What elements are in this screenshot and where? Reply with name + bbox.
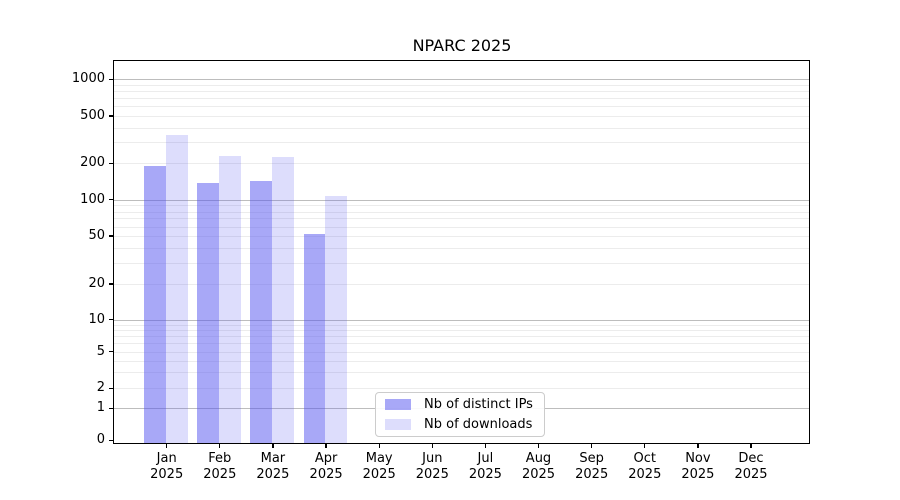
legend-item-distinct-ips: Nb of distinct IPs: [385, 396, 544, 413]
legend-label-distinct-ips: Nb of distinct IPs: [424, 397, 533, 412]
gridline-300: [114, 142, 810, 144]
y-tick-label-20: 20: [88, 276, 105, 291]
gridline-20: [114, 284, 810, 285]
legend-label-downloads: Nb of downloads: [424, 417, 533, 432]
gridline-200: [114, 163, 810, 165]
x-tick-mark-jan: [166, 444, 168, 448]
gridline-6: [114, 343, 810, 345]
bar-distinct-ips-feb: [197, 182, 220, 444]
y-tick-mark-200: [109, 162, 113, 165]
x-tick-label-sep: Sep 2025: [575, 451, 609, 482]
y-tick-mark-50: [109, 235, 113, 237]
legend-swatch-downloads: [385, 419, 411, 430]
y-tick-label-10: 10: [88, 311, 105, 327]
x-tick-label-dec: Dec 2025: [734, 451, 768, 482]
y-tick-mark-100: [109, 199, 113, 201]
x-tick-mark-mar: [272, 444, 274, 448]
y-tick-label-500: 500: [80, 108, 105, 123]
x-tick-label-may: May 2025: [362, 451, 396, 482]
y-tick-mark-10: [109, 319, 113, 321]
bar-downloads-jan: [166, 134, 188, 444]
x-tick-label-jun: Jun 2025: [415, 451, 449, 482]
x-tick-mark-oct: [644, 444, 646, 448]
x-tick-label-oct: Oct 2025: [628, 451, 662, 482]
x-tick-mark-aug: [537, 444, 540, 448]
x-tick-mark-jun: [431, 444, 433, 448]
y-tick-mark-5: [109, 350, 113, 353]
gridline-3: [114, 372, 810, 373]
y-tick-label-200: 200: [80, 155, 105, 171]
x-tick-mark-may: [378, 444, 380, 448]
y-tick-mark-1000: [109, 78, 113, 80]
y-tick-label-5: 5: [96, 343, 105, 359]
gridline-90: [114, 205, 810, 207]
y-tick-label-50: 50: [88, 228, 105, 243]
x-tick-label-mar: Mar 2025: [256, 451, 290, 482]
bar-distinct-ips-apr: [303, 234, 326, 444]
legend: Nb of distinct IPs Nb of downloads: [375, 392, 545, 437]
y-tick-mark-0: [109, 439, 113, 441]
gridline-30: [114, 262, 810, 264]
legend-swatch-distinct-ips: [385, 399, 411, 410]
y-tick-mark-1: [109, 407, 113, 409]
gridline-50: [114, 236, 810, 237]
bar-downloads-mar: [272, 156, 294, 444]
gridline-600: [114, 106, 810, 108]
x-tick-label-apr: Apr 2025: [309, 451, 343, 482]
x-tick-label-feb: Feb 2025: [203, 451, 237, 482]
y-tick-label-0: 0: [96, 432, 105, 448]
gridline-100: [114, 199, 810, 201]
y-tick-mark-2: [109, 387, 113, 389]
gridline-500: [114, 116, 810, 117]
gridline-10: [114, 319, 810, 321]
y-tick-label-2: 2: [96, 380, 105, 396]
bar-downloads-apr: [325, 195, 348, 444]
gridline-800: [114, 91, 810, 93]
chart-title: NPARC 2025: [412, 36, 512, 55]
x-tick-mark-feb: [219, 444, 221, 448]
gridline-9: [114, 324, 810, 326]
x-tick-mark-sep: [591, 444, 593, 448]
x-tick-label-aug: Aug 2025: [521, 451, 556, 482]
gridline-8: [114, 329, 810, 331]
x-tick-mark-dec: [750, 444, 752, 448]
x-tick-label-jan: Jan 2025: [150, 451, 184, 482]
bar-distinct-ips-mar: [250, 181, 273, 444]
gridline-5: [114, 351, 810, 353]
gridline-40: [114, 247, 810, 249]
y-tick-mark-500: [109, 115, 113, 117]
gridline-400: [114, 127, 810, 129]
bar-distinct-ips-jan: [144, 166, 166, 444]
y-tick-label-1: 1: [96, 400, 105, 416]
bar-downloads-feb: [219, 156, 241, 444]
y-tick-label-100: 100: [80, 191, 105, 207]
gridline-70: [114, 218, 810, 220]
gridline-7: [114, 336, 810, 338]
gridline-900: [114, 84, 810, 86]
x-tick-mark-nov: [697, 444, 699, 448]
gridline-700: [114, 98, 810, 100]
legend-item-downloads: Nb of downloads: [385, 416, 544, 433]
gridline-60: [114, 226, 810, 228]
x-tick-label-nov: Nov 2025: [681, 451, 715, 482]
y-tick-label-1000: 1000: [71, 71, 105, 87]
y-tick-mark-20: [109, 283, 113, 285]
gridline-2: [114, 388, 810, 390]
gridline-1000: [114, 79, 810, 81]
x-tick-mark-jul: [484, 444, 487, 448]
gridline-4: [114, 360, 810, 362]
gridline-80: [114, 211, 810, 213]
x-tick-label-jul: Jul 2025: [468, 451, 502, 482]
x-tick-mark-apr: [325, 444, 327, 448]
